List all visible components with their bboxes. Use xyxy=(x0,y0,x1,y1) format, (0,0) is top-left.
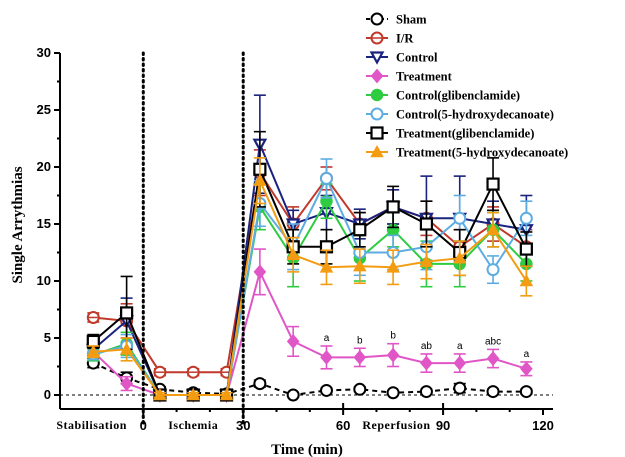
legend-item: Control(glibenclamide) xyxy=(366,89,520,103)
y-tick-label: 5 xyxy=(44,330,51,345)
x-tick-label: 120 xyxy=(532,418,554,433)
data-point xyxy=(370,68,384,84)
data-point xyxy=(453,211,467,225)
x-tick-label: 30 xyxy=(236,418,250,433)
data-point xyxy=(319,260,334,273)
legend-label: Control xyxy=(396,51,438,65)
legend-item: Treatment xyxy=(366,68,453,84)
significance-label: a xyxy=(324,333,330,344)
phase-label: Stabilisation xyxy=(56,418,127,432)
y-axis-title: Single Arrythmias xyxy=(10,166,26,283)
legend-item: I/R xyxy=(366,31,414,46)
data-point xyxy=(353,259,367,272)
data-point xyxy=(120,376,133,392)
data-point xyxy=(353,382,367,396)
data-point xyxy=(519,211,533,225)
significance-label: ab xyxy=(421,341,433,352)
legend-item: Treatment(glibenclamide) xyxy=(366,126,534,141)
legend-item: Sham xyxy=(366,12,427,27)
data-point xyxy=(486,351,500,366)
data-point xyxy=(386,386,400,400)
data-point xyxy=(253,173,267,186)
data-point xyxy=(120,306,134,320)
data-point xyxy=(486,177,500,191)
data-point xyxy=(286,247,300,261)
data-point xyxy=(486,385,500,399)
x-axis-title: Time (min) xyxy=(271,442,343,457)
significance-label: b xyxy=(390,331,396,342)
data-point xyxy=(386,347,400,363)
axes: Single Arrythmias Time (min) 0 5 10 15 20 25 3… xyxy=(10,45,554,457)
phase-label: Reperfusion xyxy=(362,418,430,432)
series-line xyxy=(93,177,528,396)
data-point xyxy=(219,387,234,401)
data-point xyxy=(453,355,467,371)
data-point xyxy=(519,242,533,256)
legend-label: Control(5-hydroxydecanoate) xyxy=(396,108,554,122)
significance-label: a xyxy=(457,341,463,352)
legend-label: Sham xyxy=(396,13,427,27)
data-point xyxy=(353,223,367,237)
data-point xyxy=(320,349,333,365)
data-point xyxy=(419,217,434,231)
data-point xyxy=(520,361,533,377)
data-point xyxy=(386,200,400,214)
y-tick-label: 0 xyxy=(44,387,51,402)
significance-label: b xyxy=(357,335,363,346)
y-tick-label: 30 xyxy=(37,45,51,60)
data-point xyxy=(370,88,384,102)
data-point xyxy=(519,273,534,287)
data-point xyxy=(253,264,267,280)
data-point xyxy=(286,333,300,349)
data-point xyxy=(453,381,467,395)
legend-label: I/R xyxy=(396,32,414,46)
legend-label: Control(glibenclamide) xyxy=(396,89,520,103)
data-point xyxy=(319,171,333,185)
data-point xyxy=(452,251,467,264)
x-tick-label: 90 xyxy=(436,418,450,433)
legend-item: Treatment(5-hydroxydecanoate) xyxy=(366,144,568,160)
data-point xyxy=(386,260,400,273)
data-point xyxy=(369,51,385,65)
data-point xyxy=(86,344,101,357)
data-point xyxy=(519,385,533,399)
legend-label: Treatment(5-hydroxydecanoate) xyxy=(396,146,568,160)
legend: Sham I/R Control Treatment Control(glibencla… xyxy=(366,12,568,160)
data-point xyxy=(286,388,300,402)
legend-item: Control xyxy=(366,51,438,65)
y-tick-label: 20 xyxy=(37,159,51,174)
legend-label: Treatment(glibenclamide) xyxy=(396,127,534,141)
data-point xyxy=(420,355,433,371)
y-tick-label: 25 xyxy=(37,102,51,117)
data-point xyxy=(419,385,433,399)
data-point xyxy=(119,342,134,355)
data-point xyxy=(253,377,267,391)
series-treatment-5-hydroxydecanoate- xyxy=(86,157,534,401)
legend-item: Control(5-hydroxydecanoate) xyxy=(366,107,554,122)
data-point xyxy=(186,387,201,401)
data-point xyxy=(486,263,500,277)
x-tick-label: 0 xyxy=(140,418,147,433)
data-point xyxy=(370,126,384,140)
phase-label: Ischemia xyxy=(168,418,218,432)
data-point xyxy=(370,12,384,26)
y-tick-label: 10 xyxy=(37,273,51,288)
significance-label: a xyxy=(524,349,530,360)
legend-label: Treatment xyxy=(396,70,453,84)
y-tick-label: 15 xyxy=(37,216,51,231)
data-point xyxy=(419,254,434,267)
data-point xyxy=(486,222,500,235)
data-point xyxy=(353,349,367,365)
data-point xyxy=(319,383,333,397)
significance-label: abc xyxy=(485,336,501,347)
data-point xyxy=(370,107,384,121)
series-treatment-glibenclamide- xyxy=(86,130,533,402)
data-point xyxy=(370,144,384,158)
data-point xyxy=(153,387,167,401)
x-tick-label: 60 xyxy=(336,418,350,433)
